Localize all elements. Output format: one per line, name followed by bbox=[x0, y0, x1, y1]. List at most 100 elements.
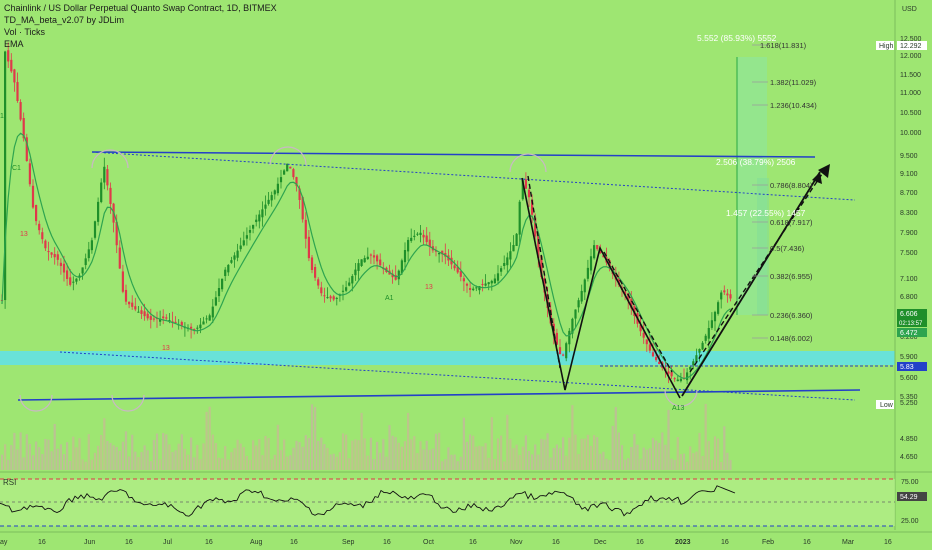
candle-body bbox=[645, 339, 648, 345]
volume-bar bbox=[484, 443, 487, 470]
candle-body bbox=[531, 199, 534, 215]
volume-bar bbox=[320, 437, 323, 470]
volume-bar bbox=[351, 440, 354, 470]
volume-bar bbox=[10, 445, 13, 470]
candle-body bbox=[366, 256, 369, 260]
lower-channel-dotted bbox=[59, 351, 856, 401]
candle-body bbox=[292, 169, 295, 178]
volume-bar bbox=[338, 452, 341, 470]
volume-bar bbox=[710, 459, 713, 470]
candle-body bbox=[301, 197, 304, 220]
candle-body bbox=[698, 349, 701, 353]
volume-bar bbox=[4, 444, 7, 470]
x-tick: 2023 bbox=[675, 539, 691, 546]
volume-bar bbox=[59, 444, 62, 470]
candle-body bbox=[165, 317, 168, 319]
candle-body bbox=[273, 190, 276, 195]
candle-body bbox=[202, 321, 205, 325]
y-tick: 6.200 bbox=[900, 334, 918, 341]
volume-bar bbox=[704, 403, 707, 470]
volume-bar bbox=[227, 459, 230, 470]
volume-bar bbox=[35, 441, 38, 470]
candle-body bbox=[59, 262, 62, 267]
candle-body bbox=[689, 366, 692, 370]
candle-body bbox=[208, 315, 211, 321]
candle-body bbox=[599, 250, 602, 254]
volume-bar bbox=[478, 445, 481, 470]
candle-body bbox=[341, 290, 345, 292]
candle-body bbox=[658, 361, 661, 364]
candle-body bbox=[478, 286, 481, 291]
x-tick: 16 bbox=[383, 539, 391, 546]
volume-bar bbox=[106, 440, 109, 470]
candle-body bbox=[627, 293, 630, 301]
volume-bar bbox=[84, 461, 87, 470]
fib-label: 1.618(11.831) bbox=[760, 41, 807, 50]
volume-bar bbox=[496, 438, 500, 470]
ema-value-tag: 6.472 bbox=[900, 330, 918, 337]
volume-bar bbox=[648, 448, 651, 470]
candle-body bbox=[121, 271, 124, 292]
volume-bar bbox=[16, 449, 19, 470]
volume-bar bbox=[38, 447, 41, 470]
candle-body bbox=[403, 250, 407, 263]
volume-bar bbox=[568, 437, 571, 470]
candle-body bbox=[673, 378, 676, 380]
candle-body bbox=[713, 311, 717, 322]
fib-label: 0.148(6.002) bbox=[770, 334, 813, 343]
volume-bar bbox=[332, 453, 335, 470]
x-axis-ticks: ay 16 Jun 16 Jul 16 Aug 16 Sep 16 Oct 16 Nov 16 Dec 16 2… bbox=[0, 539, 892, 546]
volume-bar bbox=[196, 444, 199, 470]
volume-bar bbox=[599, 453, 602, 470]
candle-body bbox=[469, 288, 472, 290]
volume-bar bbox=[97, 445, 100, 470]
arrow-head-solid bbox=[812, 172, 822, 184]
fib-label: 1.236(10.434) bbox=[770, 101, 817, 110]
candle-body bbox=[642, 332, 645, 338]
x-tick: Jul bbox=[163, 539, 172, 546]
volume-bar bbox=[388, 425, 391, 470]
candle-body bbox=[320, 287, 323, 294]
volume-bar bbox=[41, 454, 44, 470]
volume-bar bbox=[301, 446, 304, 470]
volume-bar bbox=[341, 433, 345, 470]
candle-body bbox=[617, 278, 620, 285]
y-tick: 6.800 bbox=[900, 294, 918, 301]
volume-bar bbox=[335, 456, 338, 470]
candle-body bbox=[118, 247, 121, 269]
volume-bar bbox=[183, 448, 186, 470]
volume-bar bbox=[624, 459, 627, 470]
y-tick: 7.500 bbox=[900, 250, 918, 257]
currency-label: USD bbox=[902, 6, 917, 13]
candle-body bbox=[190, 326, 193, 329]
candle-body bbox=[16, 82, 19, 101]
volume-bar bbox=[202, 443, 205, 470]
candle-body bbox=[128, 301, 131, 305]
fib-label: 0.236(6.360) bbox=[770, 311, 813, 320]
volume-bar bbox=[493, 458, 496, 470]
candle-body bbox=[586, 267, 589, 279]
volume-bar bbox=[261, 455, 264, 470]
candle-body bbox=[462, 278, 465, 282]
candle-body bbox=[270, 195, 273, 201]
candle-body bbox=[248, 230, 252, 233]
candle-body bbox=[335, 297, 338, 299]
candle-body bbox=[441, 250, 444, 255]
volume-bar bbox=[562, 437, 565, 470]
volume-bar bbox=[298, 442, 301, 470]
y-tick: 5.350 bbox=[900, 394, 918, 401]
measure-label-3: 1.457 (22.55%) 1457 bbox=[726, 208, 806, 218]
volume-bar bbox=[450, 454, 453, 470]
candle-body bbox=[428, 239, 431, 247]
volume-bar bbox=[642, 447, 645, 470]
volume-bar bbox=[531, 454, 534, 470]
candle-body bbox=[242, 240, 245, 246]
volume-bar bbox=[428, 449, 431, 470]
candle-body bbox=[524, 179, 527, 189]
candle-body bbox=[289, 166, 292, 169]
candle-body bbox=[363, 258, 366, 263]
x-tick: Feb bbox=[762, 539, 774, 546]
volume-bar bbox=[701, 455, 704, 470]
volume-bar bbox=[149, 461, 152, 470]
